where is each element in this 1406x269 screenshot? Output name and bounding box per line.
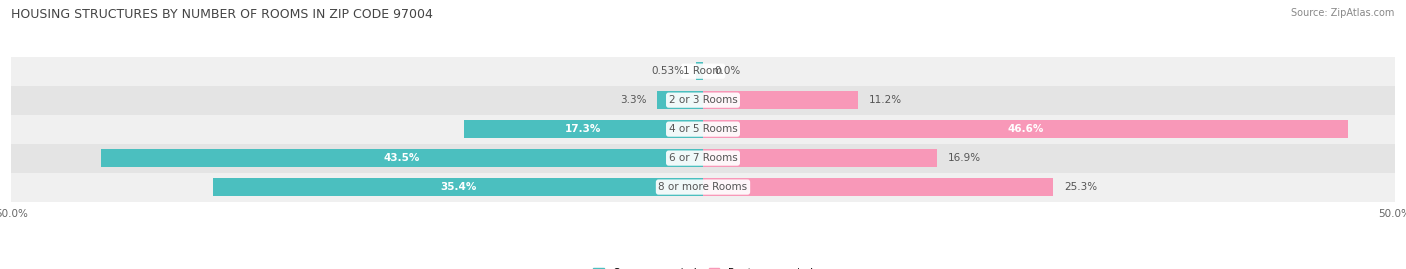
Bar xyxy=(11,173,1395,201)
Text: 3.3%: 3.3% xyxy=(620,95,647,105)
Text: 46.6%: 46.6% xyxy=(1007,124,1043,134)
Bar xyxy=(101,149,703,167)
Bar xyxy=(11,57,1395,86)
Text: 8 or more Rooms: 8 or more Rooms xyxy=(658,182,748,192)
Text: 2 or 3 Rooms: 2 or 3 Rooms xyxy=(669,95,737,105)
Text: Source: ZipAtlas.com: Source: ZipAtlas.com xyxy=(1291,8,1395,18)
Text: HOUSING STRUCTURES BY NUMBER OF ROOMS IN ZIP CODE 97004: HOUSING STRUCTURES BY NUMBER OF ROOMS IN… xyxy=(11,8,433,21)
Bar xyxy=(11,86,1395,115)
Text: 1 Room: 1 Room xyxy=(683,66,723,76)
Bar xyxy=(658,91,703,109)
Text: 43.5%: 43.5% xyxy=(384,153,420,163)
Legend: Owner-occupied, Renter-occupied: Owner-occupied, Renter-occupied xyxy=(593,268,813,269)
Text: 6 or 7 Rooms: 6 or 7 Rooms xyxy=(669,153,737,163)
Text: 0.0%: 0.0% xyxy=(714,66,741,76)
Bar xyxy=(703,149,936,167)
Bar xyxy=(11,144,1395,173)
Text: 4 or 5 Rooms: 4 or 5 Rooms xyxy=(669,124,737,134)
Bar xyxy=(11,115,1395,144)
Text: 17.3%: 17.3% xyxy=(565,124,602,134)
Text: 0.53%: 0.53% xyxy=(651,66,685,76)
Text: 35.4%: 35.4% xyxy=(440,182,477,192)
Text: 16.9%: 16.9% xyxy=(948,153,981,163)
Bar xyxy=(696,62,703,80)
Text: 11.2%: 11.2% xyxy=(869,95,903,105)
Bar xyxy=(703,178,1053,196)
Bar xyxy=(464,120,703,138)
Bar xyxy=(703,91,858,109)
Text: 25.3%: 25.3% xyxy=(1064,182,1097,192)
Bar xyxy=(703,120,1348,138)
Bar xyxy=(214,178,703,196)
